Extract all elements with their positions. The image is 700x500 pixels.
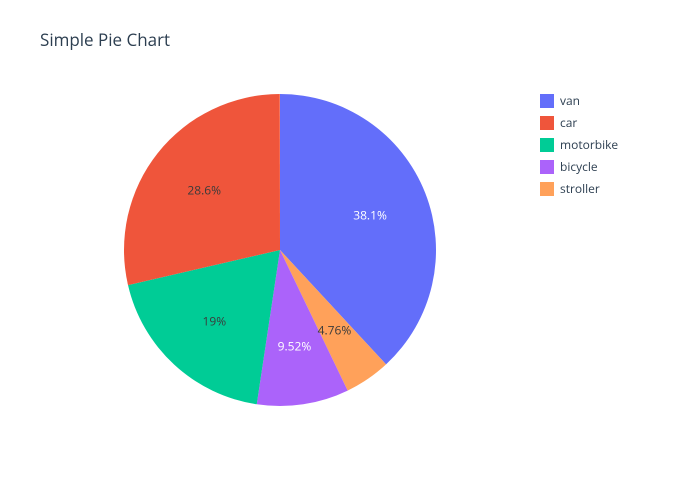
legend-label: stroller	[560, 180, 600, 198]
pie-chart: 38.1%4.76%9.52%19%28.6%	[120, 90, 440, 410]
legend-item[interactable]: motorbike	[540, 136, 618, 154]
legend-swatch	[540, 138, 554, 152]
legend-label: motorbike	[560, 136, 618, 154]
chart-title: Simple Pie Chart	[40, 28, 170, 51]
legend: van car motorbike bicycle stroller	[540, 92, 618, 202]
legend-label: bicycle	[560, 158, 598, 176]
legend-item[interactable]: car	[540, 114, 618, 132]
legend-swatch	[540, 160, 554, 174]
legend-item[interactable]: stroller	[540, 180, 618, 198]
legend-swatch	[540, 116, 554, 130]
legend-swatch	[540, 182, 554, 196]
legend-item[interactable]: bicycle	[540, 158, 618, 176]
legend-swatch	[540, 94, 554, 108]
legend-label: car	[560, 114, 577, 132]
legend-item[interactable]: van	[540, 92, 618, 110]
legend-label: van	[560, 92, 580, 110]
